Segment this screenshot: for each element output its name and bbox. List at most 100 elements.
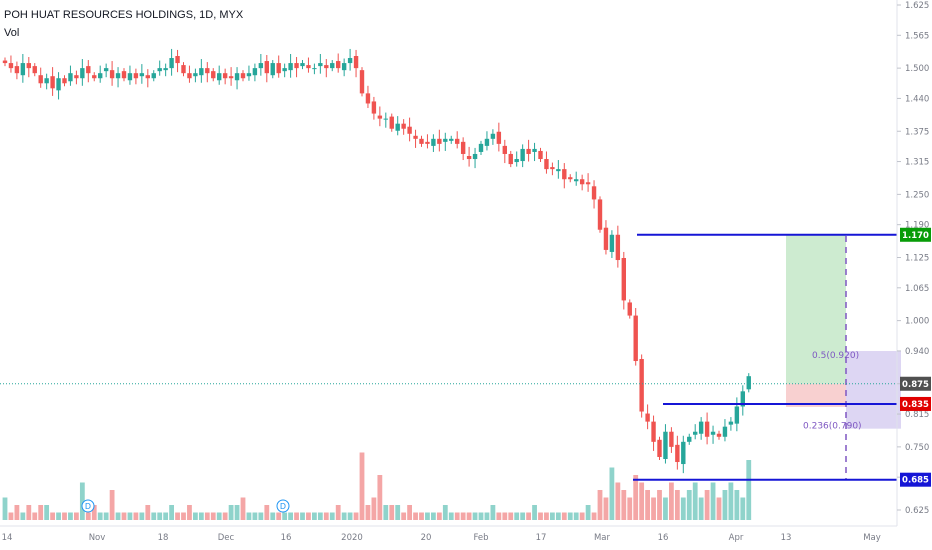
- candle-body: [222, 73, 228, 79]
- volume-bar: [109, 490, 115, 520]
- volume-bar: [68, 512, 73, 520]
- candle-body: [371, 101, 377, 114]
- candle-body: [133, 73, 139, 79]
- volume-bar: [341, 512, 347, 520]
- volume-bar: [395, 505, 401, 520]
- candle-body: [38, 75, 43, 84]
- candle-body: [318, 63, 323, 67]
- volume-bar: [85, 512, 91, 520]
- candle-body: [627, 302, 632, 316]
- candle-body: [282, 68, 287, 72]
- volume-bar: [550, 512, 555, 520]
- candle-body: [478, 143, 484, 152]
- volume-bar: [734, 490, 740, 520]
- volume-bar: [329, 512, 335, 520]
- target-price-tag: [900, 227, 931, 242]
- volume-bar: [20, 512, 26, 520]
- price-tick-label: 1.565: [905, 31, 929, 41]
- volume-bar: [8, 512, 14, 520]
- volume-bar: [198, 512, 204, 520]
- time-tick-label: 18: [158, 533, 169, 543]
- candle-body: [443, 138, 448, 142]
- candle-body: [324, 65, 329, 69]
- volume-bar: [704, 490, 710, 520]
- candle-body: [103, 68, 109, 72]
- candle-body: [234, 73, 240, 81]
- candle-body: [520, 148, 525, 162]
- dividend-marker-icon[interactable]: [81, 499, 95, 513]
- candle-body: [353, 56, 359, 69]
- volume-bar: [294, 512, 299, 520]
- candle-body: [740, 391, 745, 407]
- volume-bar: [508, 512, 514, 520]
- candle-body: [330, 63, 335, 69]
- candle-body: [746, 376, 751, 390]
- volume-bar: [103, 512, 109, 520]
- volume-bar: [454, 512, 460, 520]
- candle-body: [187, 73, 192, 79]
- volume-bar: [216, 512, 222, 520]
- volume-bar: [151, 512, 157, 520]
- volume-bar: [686, 490, 692, 520]
- volume-bar: [627, 497, 633, 520]
- candle-body: [20, 63, 26, 76]
- candle-body: [377, 115, 383, 119]
- volume-bar: [722, 490, 728, 520]
- volume-bar: [300, 512, 305, 520]
- volume-bar: [573, 512, 579, 520]
- volume-bar: [567, 512, 573, 520]
- candle-body: [163, 68, 168, 71]
- volume-bar: [175, 512, 180, 520]
- volume-bar: [56, 512, 61, 520]
- volume-bar: [674, 490, 680, 520]
- candle-body: [228, 76, 234, 79]
- volume-bar: [669, 482, 674, 520]
- volume-bar: [526, 512, 531, 520]
- candle-body: [496, 131, 502, 144]
- time-axis: 14 Nov 18 Dec 16 2020 20 Feb 17 Mar 16 Apr 13 May: [2, 533, 881, 543]
- volume-bar: [139, 512, 145, 520]
- volume-bar: [193, 512, 198, 520]
- volume-bar: [585, 505, 591, 520]
- volume-bar: [312, 512, 317, 520]
- candle-body: [698, 421, 704, 434]
- candle-body: [211, 71, 216, 79]
- candle-body: [246, 73, 252, 77]
- volume-bar: [44, 505, 50, 520]
- chart-title: POH HUAT RESOURCES HOLDINGS, 1D, MYX: [4, 9, 244, 21]
- candle-body: [597, 199, 603, 230]
- candle-body: [44, 78, 49, 84]
- candle-body: [687, 436, 692, 442]
- candle-body: [639, 359, 644, 412]
- candle-body: [716, 433, 722, 437]
- candle-body: [633, 315, 638, 362]
- volume-bar: [383, 505, 389, 520]
- candle-body: [109, 70, 115, 79]
- support-price-label: 0.685: [902, 476, 929, 486]
- candlestick-series: [2, 48, 751, 474]
- time-tick-label: Apr: [729, 533, 744, 543]
- candle-body: [32, 66, 37, 74]
- volume-bar: [127, 512, 133, 520]
- stop-price-label: 0.835: [902, 400, 929, 410]
- volume-bar: [234, 505, 240, 520]
- price-tags: 1.170 0.875 0.835 0.685: [900, 227, 931, 487]
- price-tick-label: 1.375: [905, 127, 929, 137]
- volume-bar: [651, 497, 656, 520]
- volume-bar: [347, 512, 353, 520]
- volume-bar: [228, 505, 234, 520]
- candle-body: [657, 439, 662, 457]
- volume-bar: [692, 482, 698, 520]
- volume-label[interactable]: Vol: [4, 27, 20, 39]
- price-tick-label: 0.815: [905, 410, 929, 420]
- fib-level-label: 0.236(0.790): [803, 422, 862, 432]
- volume-bar: [478, 512, 484, 520]
- price-tick-label: 1.250: [905, 190, 929, 200]
- price-tick-label: 1.625: [905, 1, 929, 11]
- dividend-marker-icon[interactable]: [276, 499, 290, 513]
- volume-bar: [740, 497, 746, 520]
- volume-bar: [97, 512, 103, 520]
- candle-body: [579, 179, 585, 185]
- volume-bar: [62, 512, 67, 520]
